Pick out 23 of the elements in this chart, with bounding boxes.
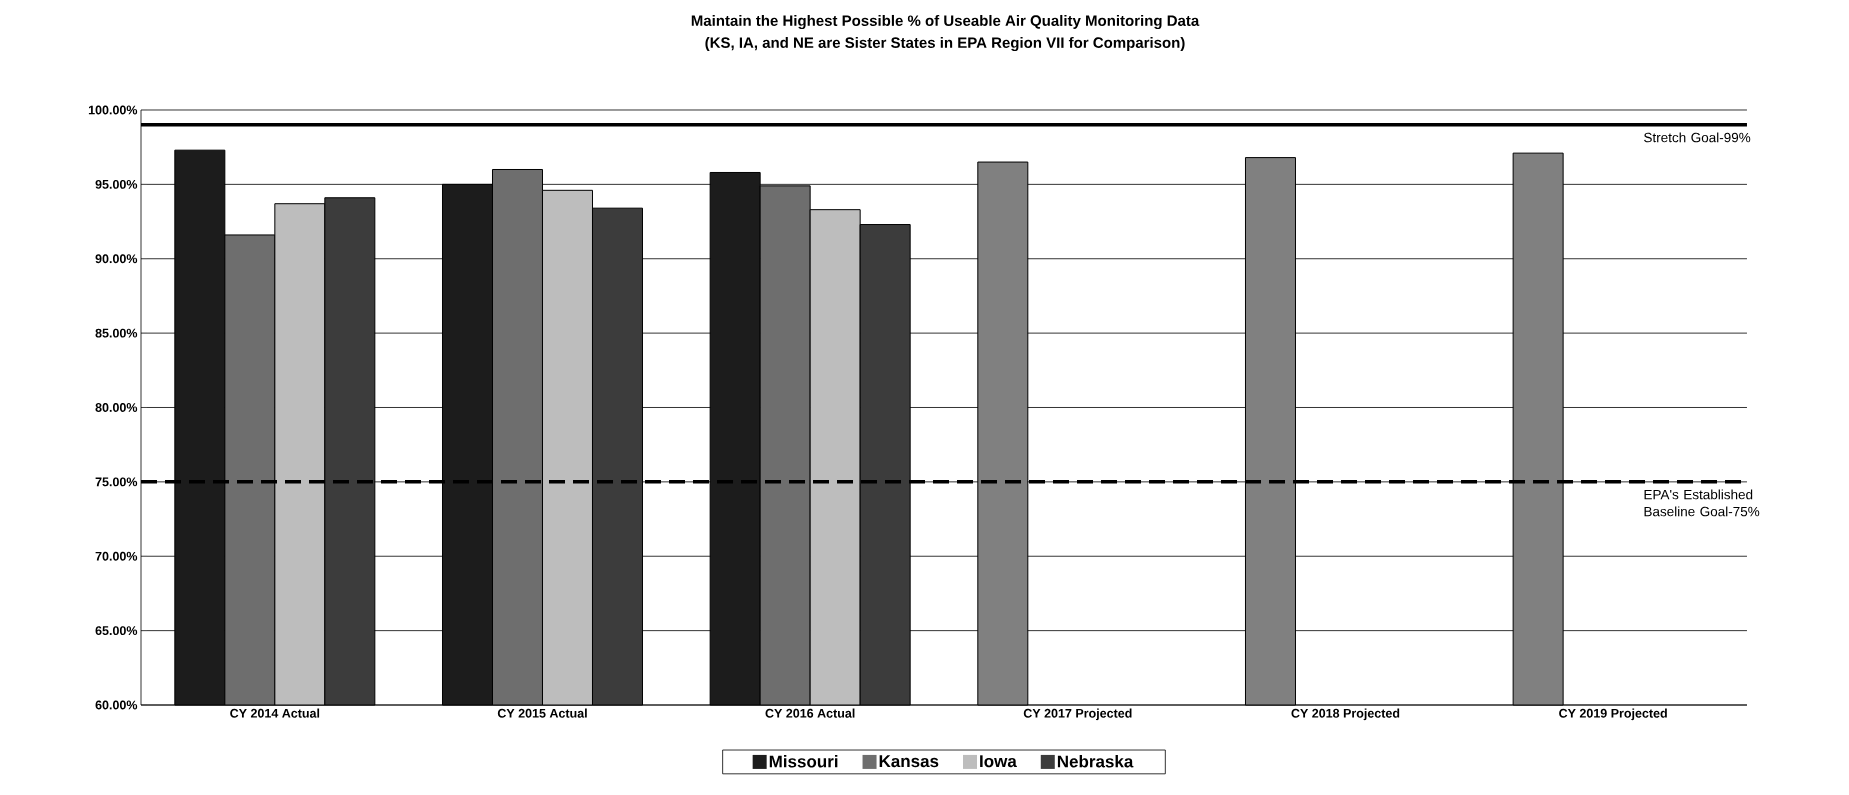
x-tick-label: CY 2017 Projected — [1023, 708, 1132, 721]
x-tick-label: CY 2015 Actual — [497, 708, 587, 718]
y-tick-label: 90.00% — [95, 254, 138, 264]
y-tick-label: 85.00% — [95, 328, 138, 338]
ref-line-label: EPA's Established Baseline Goal-75% — [1644, 489, 1760, 517]
chart-title: Maintain the Highest Possible % of Useable Air Quality Monitoring Data — [691, 14, 1200, 30]
y-tick-label: 75.00% — [95, 477, 138, 487]
x-tick-label: CY 2016 Actual — [765, 708, 855, 718]
legend-label: Missouri — [769, 755, 838, 768]
y-tick-label: 80.00% — [95, 403, 138, 412]
legend-label: Kansas — [879, 755, 939, 768]
ref-line-label: Stretch Goal-99% — [1644, 132, 1751, 143]
y-tick-label: 60.00% — [95, 700, 138, 710]
chart-subtitle: (KS, IA, and NE are Sister States in EPA Region VII for Comparison) — [705, 36, 1185, 52]
legend-label: Iowa — [980, 755, 1017, 768]
legend-label: Nebraska — [1057, 755, 1134, 768]
x-tick-label: CY 2019 Projected — [1559, 708, 1667, 721]
y-tick-label: 65.00% — [95, 626, 138, 636]
y-tick-label: 95.00% — [95, 179, 138, 189]
y-tick-label: 100.00% — [88, 105, 138, 115]
x-tick-label: CY 2018 Projected — [1291, 708, 1400, 721]
y-tick-label: 70.00% — [95, 551, 138, 561]
x-tick-label: CY 2014 Actual — [230, 708, 320, 718]
